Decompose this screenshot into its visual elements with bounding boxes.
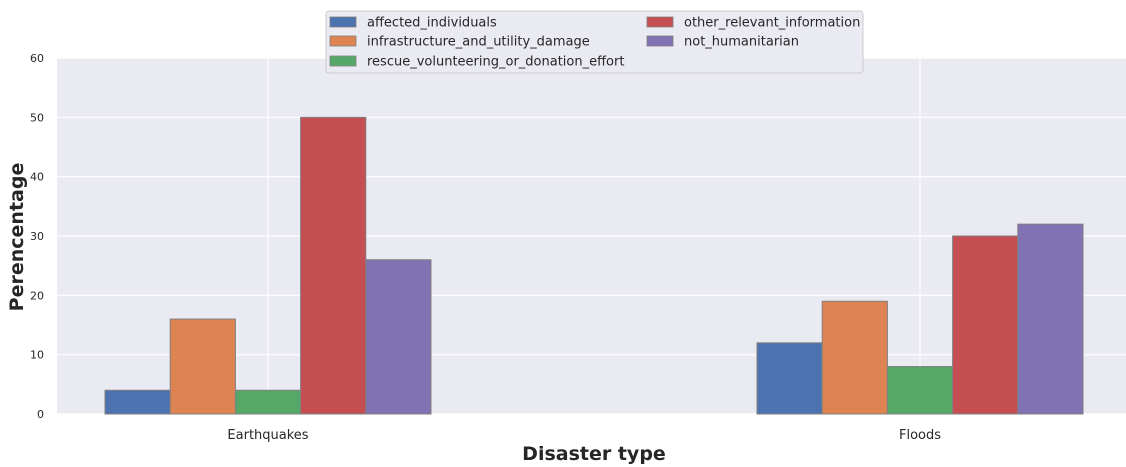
y-tick-label: 10 bbox=[30, 349, 44, 362]
x-axis-label: Disaster type bbox=[522, 443, 666, 465]
y-tick-label: 50 bbox=[30, 111, 44, 124]
legend-label-other_relevant_information: other_relevant_information bbox=[684, 16, 860, 31]
y-axis-label: Perencentage bbox=[6, 163, 28, 312]
legend-swatch-affected_individuals bbox=[329, 16, 357, 28]
legend-swatch-not_humanitarian bbox=[646, 35, 674, 47]
y-tick-labels: 0 10 20 30 40 50 60 bbox=[30, 52, 44, 421]
legend-swatch-other_relevant_information bbox=[646, 16, 674, 28]
legend: affected_individuals infrastructure_and_u… bbox=[325, 10, 864, 74]
bar-infrastructure_and_utility_damage-floods bbox=[821, 300, 888, 415]
y-tick-label: 40 bbox=[30, 171, 44, 184]
y-tick-label: 30 bbox=[30, 230, 44, 243]
bar-infrastructure_and_utility_damage-earthquakes bbox=[169, 318, 236, 415]
bars bbox=[104, 116, 1084, 415]
bar-rescue_volunteering_or_donation_effort-floods bbox=[886, 366, 954, 415]
y-tick-label: 0 bbox=[37, 408, 44, 421]
y-tick-label: 60 bbox=[30, 52, 44, 65]
legend-label-infrastructure_and_utility_damage: infrastructure_and_utility_damage bbox=[367, 35, 590, 50]
x-tick-label: Earthquakes bbox=[227, 428, 308, 443]
bar-rescue_volunteering_or_donation_effort-earthquakes bbox=[234, 389, 302, 415]
x-tick-label: Floods bbox=[899, 428, 941, 443]
bar-other_relevant_information-floods bbox=[952, 235, 1019, 415]
legend-swatch-infrastructure_and_utility_damage bbox=[329, 35, 357, 47]
legend-box bbox=[325, 10, 864, 74]
legend-label-not_humanitarian: not_humanitarian bbox=[684, 35, 799, 50]
legend-swatch-rescue_volunteering_or_donation_effort bbox=[329, 55, 357, 67]
legend-label-affected_individuals: affected_individuals bbox=[367, 16, 497, 31]
y-tick-label: 20 bbox=[30, 289, 44, 302]
bar-not_humanitarian-earthquakes bbox=[365, 259, 432, 415]
bar-other_relevant_information-earthquakes bbox=[300, 116, 367, 415]
x-tick-labels: Earthquakes Floods bbox=[227, 428, 941, 443]
bar-affected_individuals-earthquakes bbox=[104, 389, 171, 415]
bar-affected_individuals-floods bbox=[756, 342, 823, 415]
legend-label-rescue_volunteering_or_donation_effort: rescue_volunteering_or_donation_effort bbox=[367, 55, 624, 70]
bar-not_humanitarian-floods bbox=[1017, 223, 1084, 415]
